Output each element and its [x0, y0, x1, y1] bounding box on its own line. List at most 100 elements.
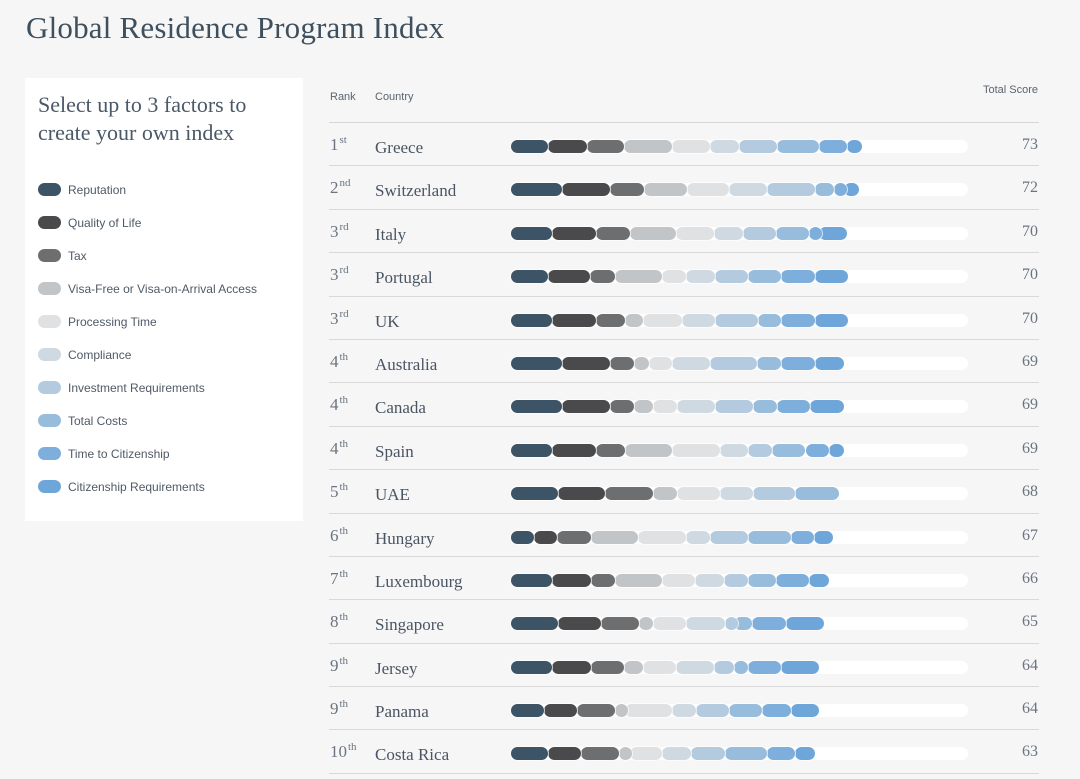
score-segment-citizenship-requirements[interactable]: [809, 573, 830, 587]
score-segment-citizenship-requirements[interactable]: [786, 617, 825, 631]
score-segment-processing-time[interactable]: [629, 747, 663, 761]
score-segment-visa-free-or-visa-on-arrival-access[interactable]: [624, 313, 644, 327]
score-segment-investment-requirements[interactable]: [738, 140, 777, 153]
score-segment-processing-time[interactable]: [653, 400, 677, 414]
score-segment-processing-time[interactable]: [676, 487, 721, 501]
table-row[interactable]: 6th Hungary 67: [329, 514, 1039, 557]
factor-option[interactable]: Citizenship Requirements: [38, 470, 257, 503]
score-segment-citizenship-requirements[interactable]: [795, 747, 815, 761]
score-segment-processing-time[interactable]: [662, 270, 687, 284]
score-segment-visa-free-or-visa-on-arrival-access[interactable]: [615, 704, 629, 718]
score-segment-citizenship-requirements[interactable]: [814, 313, 848, 327]
score-segment-compliance[interactable]: [662, 747, 692, 761]
score-segment-investment-requirements[interactable]: [714, 313, 758, 327]
score-segment-investment-requirements[interactable]: [710, 356, 758, 370]
factor-option[interactable]: Tax: [38, 239, 257, 272]
score-segment-quality-of-life[interactable]: [552, 313, 596, 327]
score-segment-processing-time[interactable]: [643, 313, 682, 327]
score-segment-compliance[interactable]: [676, 660, 715, 674]
score-segment-investment-requirements[interactable]: [714, 270, 749, 284]
factor-option[interactable]: Time to Citizenship: [38, 437, 257, 470]
score-segment-quality-of-life[interactable]: [562, 356, 611, 370]
score-segment-quality-of-life[interactable]: [552, 226, 596, 240]
score-segment-reputation[interactable]: [511, 704, 544, 718]
score-segment-processing-time[interactable]: [671, 140, 711, 153]
score-segment-citizenship-requirements[interactable]: [828, 443, 844, 457]
score-segment-tax[interactable]: [577, 704, 616, 718]
score-segment-visa-free-or-visa-on-arrival-access[interactable]: [619, 747, 633, 761]
score-segment-time-to-citizenship[interactable]: [752, 617, 787, 631]
score-segment-reputation[interactable]: [511, 270, 548, 284]
score-segment-reputation[interactable]: [511, 400, 563, 414]
score-segment-investment-requirements[interactable]: [714, 660, 734, 674]
score-segment-reputation[interactable]: [511, 140, 548, 153]
score-segment-quality-of-life[interactable]: [562, 183, 611, 197]
factor-option[interactable]: Investment Requirements: [38, 371, 257, 404]
score-segment-processing-time[interactable]: [648, 356, 672, 370]
score-segment-investment-requirements[interactable]: [695, 704, 729, 718]
score-segment-tax[interactable]: [590, 573, 615, 587]
score-segment-visa-free-or-visa-on-arrival-access[interactable]: [615, 270, 663, 284]
score-segment-time-to-citizenship[interactable]: [781, 356, 816, 370]
country-column-header[interactable]: Country: [375, 91, 414, 103]
table-row[interactable]: 4th Canada 69: [329, 383, 1039, 427]
factor-option[interactable]: Total Costs: [38, 404, 257, 437]
score-segment-tax[interactable]: [610, 356, 635, 370]
score-segment-investment-requirements[interactable]: [691, 747, 725, 761]
score-segment-compliance[interactable]: [695, 573, 725, 587]
score-segment-citizenship-requirements[interactable]: [818, 226, 848, 240]
score-segment-quality-of-life[interactable]: [552, 660, 591, 674]
table-row[interactable]: 8th Singapore 65: [329, 600, 1039, 644]
score-segment-time-to-citizenship[interactable]: [805, 443, 829, 457]
score-segment-reputation[interactable]: [511, 183, 563, 197]
score-segment-total-costs[interactable]: [757, 356, 782, 370]
score-segment-total-costs[interactable]: [772, 443, 806, 457]
score-segment-tax[interactable]: [595, 313, 625, 327]
score-segment-investment-requirements[interactable]: [766, 183, 816, 197]
score-segment-tax[interactable]: [590, 660, 625, 674]
score-segment-visa-free-or-visa-on-arrival-access[interactable]: [629, 226, 677, 240]
table-row[interactable]: 4th Spain 69: [329, 427, 1039, 471]
score-segment-visa-free-or-visa-on-arrival-access[interactable]: [590, 530, 639, 544]
table-row[interactable]: 9th Panama 64: [329, 687, 1039, 731]
score-segment-visa-free-or-visa-on-arrival-access[interactable]: [624, 443, 672, 457]
score-segment-total-costs[interactable]: [748, 270, 781, 284]
score-segment-processing-time[interactable]: [671, 443, 720, 457]
score-segment-time-to-citizenship[interactable]: [790, 530, 815, 544]
score-segment-time-to-citizenship[interactable]: [776, 400, 810, 414]
score-segment-processing-time[interactable]: [624, 704, 672, 718]
table-row[interactable]: 5th UAE 68: [329, 470, 1039, 514]
score-segment-tax[interactable]: [605, 487, 654, 501]
score-segment-quality-of-life[interactable]: [543, 704, 578, 718]
score-segment-citizenship-requirements[interactable]: [814, 270, 848, 284]
score-segment-tax[interactable]: [581, 747, 620, 761]
score-segment-reputation[interactable]: [511, 443, 553, 457]
score-segment-tax[interactable]: [590, 270, 616, 284]
score-segment-citizenship-requirements[interactable]: [815, 356, 845, 370]
table-row[interactable]: 4th Australia 69: [329, 340, 1039, 384]
score-segment-tax[interactable]: [557, 530, 591, 544]
score-segment-compliance[interactable]: [720, 487, 753, 501]
score-segment-total-costs[interactable]: [747, 530, 791, 544]
score-segment-investment-requirements[interactable]: [724, 617, 738, 631]
score-segment-total-costs[interactable]: [733, 617, 753, 631]
table-row[interactable]: 2nd Switzerland 72: [329, 166, 1039, 210]
score-segment-quality-of-life[interactable]: [534, 530, 558, 544]
score-segment-quality-of-life[interactable]: [552, 443, 596, 457]
score-segment-investment-requirements[interactable]: [742, 226, 777, 240]
score-segment-time-to-citizenship[interactable]: [776, 573, 810, 587]
score-segment-tax[interactable]: [601, 617, 640, 631]
score-segment-visa-free-or-visa-on-arrival-access[interactable]: [639, 617, 654, 631]
score-segment-quality-of-life[interactable]: [562, 400, 611, 414]
score-segment-compliance[interactable]: [685, 530, 710, 544]
score-segment-compliance[interactable]: [710, 140, 739, 153]
score-segment-reputation[interactable]: [511, 573, 553, 587]
score-segment-citizenship-requirements[interactable]: [809, 400, 844, 414]
score-segment-processing-time[interactable]: [642, 660, 677, 674]
score-segment-reputation[interactable]: [511, 747, 548, 761]
table-row[interactable]: 10th Costa Rica 63: [329, 730, 1039, 774]
score-segment-total-costs[interactable]: [752, 400, 777, 414]
score-segment-quality-of-life[interactable]: [552, 573, 591, 587]
score-segment-total-costs[interactable]: [815, 183, 834, 197]
factor-option[interactable]: Quality of Life: [38, 206, 257, 239]
